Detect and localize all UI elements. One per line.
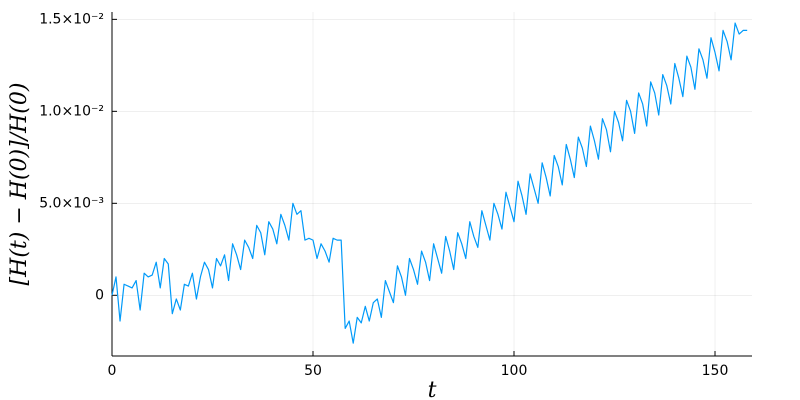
x-tick-label: 0 (108, 363, 117, 379)
x-tick-label: 100 (501, 363, 528, 379)
y-axis-label: [H(t) − H(0)]/H(0) (7, 83, 32, 286)
y-tick-label: 5.0×10⁻³ (39, 195, 104, 211)
y-tick-label: 1.5×10⁻² (39, 11, 104, 27)
x-tick-label: 50 (304, 363, 322, 379)
x-axis-label: t (428, 378, 437, 400)
x-tick-label: 150 (702, 363, 729, 379)
y-tick-label: 0 (95, 287, 104, 303)
line-series (111, 22, 748, 344)
y-tick-label: 1.0×10⁻² (39, 103, 104, 119)
